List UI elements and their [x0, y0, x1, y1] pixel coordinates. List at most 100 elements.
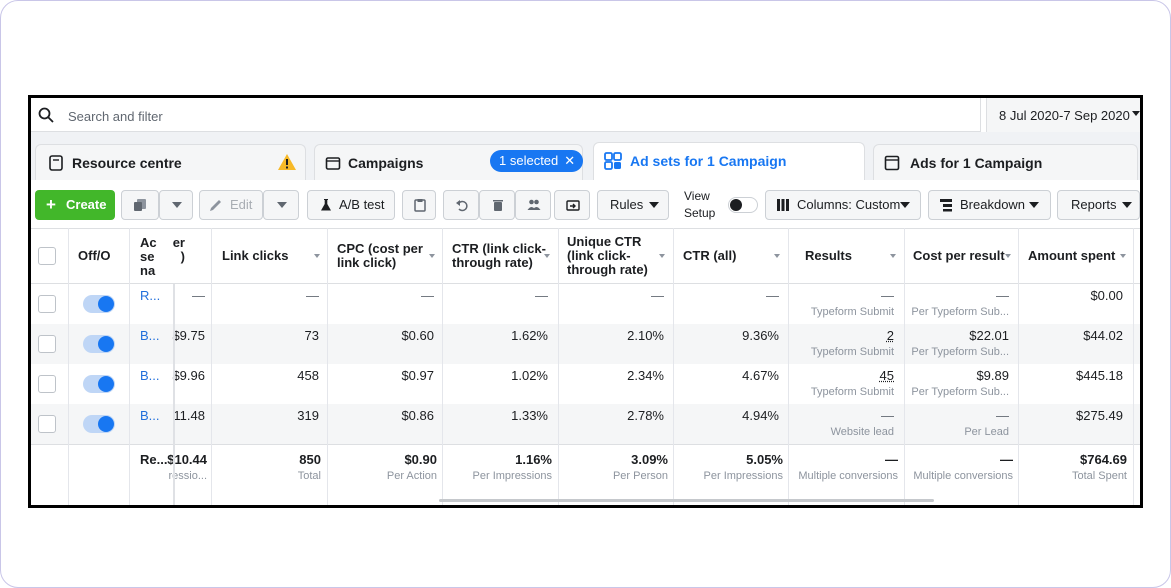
cell-ctr-all: 4.67% — [742, 368, 779, 383]
header-unique-ctr-line-1: Unique CTR — [567, 234, 642, 249]
row-checkbox[interactable] — [38, 335, 56, 353]
search-bar — [31, 98, 981, 132]
sort-caret-icon[interactable] — [774, 254, 780, 258]
ab-test-button[interactable]: A/B test — [307, 190, 395, 220]
horizontal-scrollbar[interactable] — [439, 499, 934, 502]
row-toggle[interactable] — [83, 375, 115, 393]
cell-cost-per-result: $9.89 — [976, 368, 1009, 383]
cell-amount-spent: $445.18 — [1076, 368, 1123, 383]
sort-caret-icon[interactable] — [659, 254, 665, 258]
chevron-down-icon — [277, 202, 287, 208]
row-checkbox[interactable] — [38, 375, 56, 393]
totals-amount-spent-sub: Total Spent — [1071, 470, 1127, 482]
header-ad-set-line-1: Ac — [140, 235, 157, 250]
duplicate-button[interactable] — [121, 190, 159, 220]
table-row[interactable]: B... $9.96 458 $0.97 1.02% 2.34% 4.67% 4… — [31, 364, 1140, 404]
document-icon — [49, 155, 63, 171]
row-toggle[interactable] — [83, 295, 115, 313]
table-row[interactable]: B... 11.48 319 $0.86 1.33% 2.78% 4.94% —… — [31, 404, 1140, 444]
columns-button[interactable]: Columns: Custom — [765, 190, 921, 220]
date-range-picker[interactable]: 8 Jul 2020-7 Sep 2020 — [986, 98, 1140, 132]
header-ctr-all[interactable]: CTR (all) — [683, 248, 737, 263]
tab-campaigns[interactable]: Campaigns 1 selected ✕ — [314, 144, 584, 180]
selected-count: 1 selected — [499, 153, 559, 168]
header-cost-per-result[interactable]: Cost per result — [913, 248, 1005, 263]
header-cpc-line-1: CPC (cost per — [337, 241, 423, 256]
header-results[interactable]: Results — [805, 248, 852, 263]
duplicate-icon — [134, 199, 146, 211]
chevron-down-icon — [649, 202, 659, 208]
header-cpc[interactable]: CPC (cost per link click) — [337, 242, 423, 270]
cell-results-sub: Typeform Submit — [810, 386, 894, 398]
edit-dropdown[interactable] — [263, 190, 299, 220]
column-divider — [1133, 228, 1134, 505]
sort-caret-icon[interactable] — [429, 254, 435, 258]
chevron-down-icon — [172, 202, 182, 208]
cell-results-sub: Typeform Submit — [810, 306, 894, 318]
export-button[interactable] — [554, 190, 590, 220]
clipboard-button[interactable] — [402, 190, 436, 220]
row-checkbox[interactable] — [38, 295, 56, 313]
header-off-on[interactable]: Off/O — [78, 248, 111, 263]
search-icon — [38, 107, 54, 123]
totals-unique-ctr-sub: Per Person — [612, 470, 668, 482]
sort-caret-icon[interactable] — [890, 254, 896, 258]
column-divider — [68, 228, 69, 505]
select-all-checkbox[interactable] — [38, 247, 56, 265]
toggle-knob — [98, 336, 114, 352]
table-header: Off/O Ac se na er ) Link clicks CPC (cos… — [31, 228, 1140, 284]
totals-link-clicks: 850 — [299, 452, 321, 467]
header-ad-set-line-3: na — [140, 263, 156, 278]
header-cut-column[interactable]: er ) — [172, 236, 185, 264]
adset-name-link[interactable]: R... — [140, 288, 161, 303]
cell-results[interactable]: 45 — [879, 368, 894, 383]
audience-button[interactable] — [515, 190, 551, 220]
header-link-clicks[interactable]: Link clicks — [222, 248, 289, 263]
cell-cpc: $0.97 — [401, 368, 434, 383]
tab-resource-centre[interactable]: Resource centre — [35, 144, 306, 180]
cell-amount-spent: $44.02 — [1083, 328, 1123, 343]
search-input[interactable] — [66, 104, 950, 128]
view-setup-label: View Setup — [684, 188, 715, 222]
sort-caret-icon[interactable] — [1005, 254, 1011, 258]
row-toggle[interactable] — [83, 415, 115, 433]
cell-unique-ctr: 2.78% — [627, 408, 664, 423]
sort-caret-icon[interactable] — [314, 254, 320, 258]
cell-results[interactable]: 2 — [886, 328, 894, 343]
edit-button[interactable]: Edit — [199, 190, 263, 220]
row-toggle[interactable] — [83, 335, 115, 353]
flask-icon — [321, 199, 331, 211]
sort-caret-icon[interactable] — [1120, 254, 1126, 258]
view-setup-toggle[interactable] — [728, 197, 758, 213]
totals-unique-ctr: 3.09% — [631, 452, 668, 467]
table-row[interactable]: R... — — — — — — — Typeform Submit — Per… — [31, 284, 1140, 324]
adset-name-link[interactable]: B... — [140, 368, 160, 383]
delete-button[interactable] — [479, 190, 515, 220]
header-ad-set-name[interactable]: Ac se na — [140, 236, 157, 278]
create-button[interactable]: + Create — [35, 190, 115, 220]
reports-button[interactable]: Reports — [1057, 190, 1140, 220]
tab-label: Ads for 1 Campaign — [910, 155, 1043, 171]
header-unique-ctr[interactable]: Unique CTR (link click- through rate) — [567, 235, 648, 277]
table-row[interactable]: B... $9.75 73 $0.60 1.62% 2.10% 9.36% 2 … — [31, 324, 1140, 364]
row-checkbox[interactable] — [38, 415, 56, 433]
adset-name-link[interactable]: B... — [140, 328, 160, 343]
tab-ads[interactable]: Ads for 1 Campaign — [873, 144, 1138, 180]
undo-button[interactable] — [443, 190, 479, 220]
header-ctr-link-line-2: through rate) — [452, 255, 533, 270]
totals-name: Re... — [140, 452, 168, 467]
selected-pill[interactable]: 1 selected ✕ — [490, 150, 584, 172]
breakdown-button[interactable]: Breakdown — [928, 190, 1051, 220]
header-ctr-link[interactable]: CTR (link click- through rate) — [452, 242, 546, 270]
adset-name-link[interactable]: B... — [140, 408, 160, 423]
duplicate-dropdown[interactable] — [159, 190, 193, 220]
cell-amount-spent: $0.00 — [1090, 288, 1123, 303]
cell-cost-per-result-sub: Per Lead — [964, 426, 1009, 438]
tab-ad-sets[interactable]: Ad sets for 1 Campaign — [593, 142, 865, 180]
rules-button[interactable]: Rules — [597, 190, 669, 220]
header-amount-spent[interactable]: Amount spent — [1028, 248, 1116, 263]
cell-unique-ctr: 2.34% — [627, 368, 664, 383]
close-icon[interactable]: ✕ — [564, 153, 576, 168]
cell-unique-ctr: 2.10% — [627, 328, 664, 343]
sort-caret-icon[interactable] — [544, 254, 550, 258]
